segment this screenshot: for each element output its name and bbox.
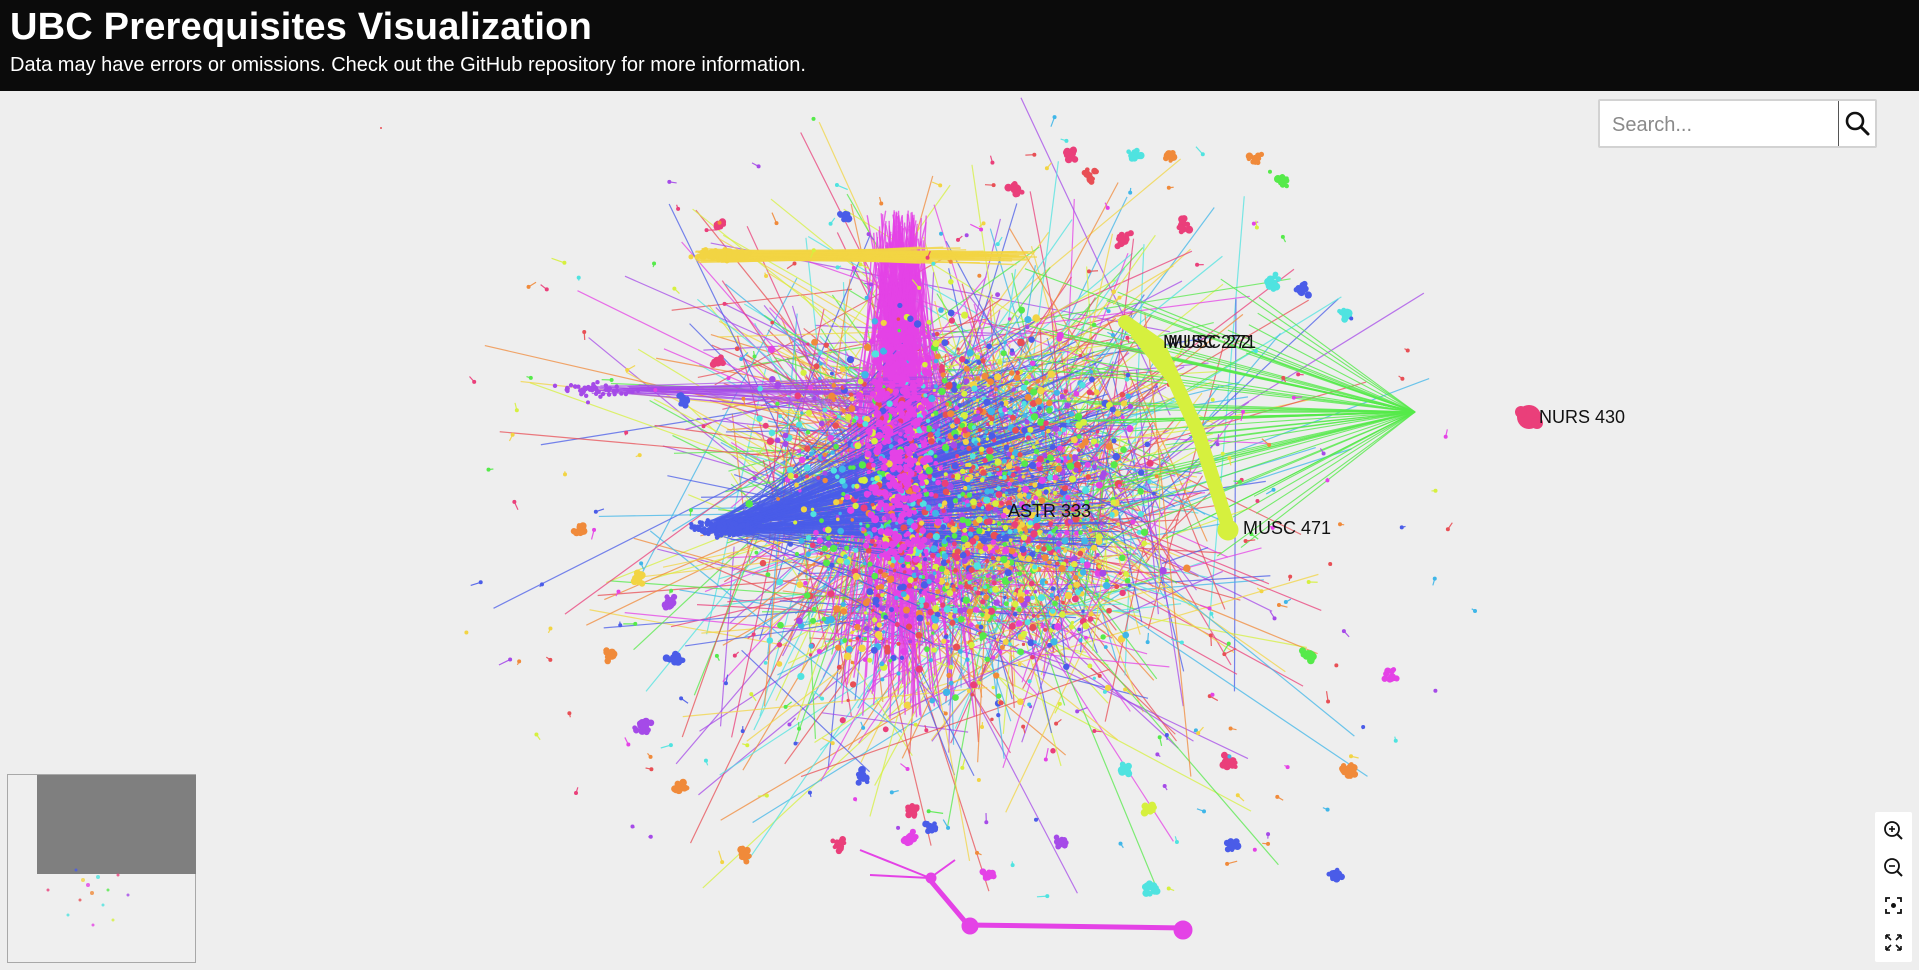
search-box: [1598, 99, 1877, 148]
graph-controls: [1875, 812, 1912, 962]
fullscreen-icon: [1885, 934, 1902, 951]
node-label-musc-272[interactable]: MUSC 272: [1163, 332, 1252, 352]
prerequisite-graph[interactable]: [0, 91, 1919, 970]
zoom-in-button[interactable]: [1875, 812, 1912, 849]
minimap[interactable]: [7, 774, 196, 963]
node-label-musc-471[interactable]: MUSC 471: [1243, 518, 1332, 538]
page-subtitle: Data may have errors or omissions. Check…: [10, 54, 806, 76]
bottom-chain: [859, 849, 1193, 940]
search-button[interactable]: [1838, 101, 1875, 146]
fullscreen-button[interactable]: [1875, 924, 1912, 961]
graph-canvas[interactable]: MUSC 272 MUSC 271 NURS 430 ASTR 333 MUSC…: [0, 91, 1919, 970]
nurs-cluster: [1515, 405, 1543, 429]
musc-chain: [1118, 315, 1239, 541]
zoom-out-icon: [1884, 858, 1903, 877]
search-input[interactable]: [1610, 109, 1830, 141]
fit-view-icon: [1885, 897, 1902, 914]
zoom-in-icon: [1884, 821, 1903, 840]
minimap-viewport[interactable]: [37, 775, 196, 874]
fit-view-button[interactable]: [1875, 887, 1912, 924]
app-header: UBC Prerequisites Visualization Data may…: [0, 0, 1919, 91]
node-label-nurs-430[interactable]: NURS 430: [1539, 407, 1626, 427]
node-label-musc-271[interactable]: MUSC 271: [1168, 332, 1257, 352]
page-title: UBC Prerequisites Visualization: [10, 6, 593, 48]
zoom-out-button[interactable]: [1875, 849, 1912, 886]
minimap-graph: [46, 868, 130, 927]
graph-node-clusters: [380, 115, 1478, 899]
node-label-astr-333[interactable]: ASTR 333: [1008, 501, 1092, 521]
search-icon: [1845, 111, 1870, 136]
